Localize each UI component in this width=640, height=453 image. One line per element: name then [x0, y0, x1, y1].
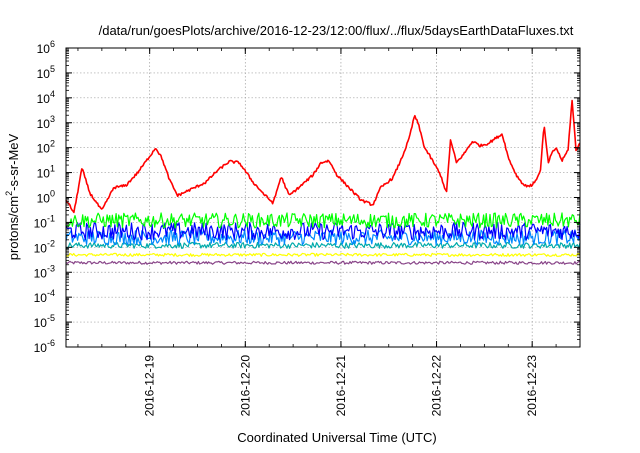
x-axis-label: Coordinated Universal Time (UTC): [237, 430, 436, 445]
y-axis-label-rest: -s-sr-MeV: [6, 133, 21, 190]
x-tick-label: 2016-12-19: [143, 355, 157, 417]
y-tick-exponent: 3: [50, 114, 55, 124]
y-tick-base: 10: [34, 291, 48, 305]
y-tick-exponent: 4: [50, 89, 55, 99]
y-tick-label: 10-3: [34, 263, 55, 280]
series-line: [65, 221, 581, 241]
series-line: [65, 99, 581, 214]
y-tick-label: 105: [37, 64, 55, 81]
series-line: [65, 212, 581, 229]
y-tick-exponent: -5: [47, 313, 55, 323]
y-tick-exponent: 0: [50, 189, 55, 199]
grid-lines: [66, 47, 580, 348]
y-tick-base: 10: [34, 341, 48, 355]
x-tick-label: 2016-12-23: [525, 355, 539, 417]
y-tick-label: 10-5: [34, 313, 55, 330]
y-tick-exponent: -1: [47, 213, 55, 223]
y-axis-label: protons/cm2-s-sr-MeV: [4, 133, 21, 260]
chart-title: /data/run/goesPlots/archive/2016-12-23/1…: [99, 23, 574, 38]
y-tick-base: 10: [37, 142, 51, 156]
y-tick-label: 10-1: [34, 213, 55, 230]
y-tick-label: 10-2: [34, 238, 55, 255]
y-tick-exponent: -3: [47, 263, 55, 273]
series-line: [65, 252, 581, 257]
y-tick-label: 10-6: [34, 338, 55, 355]
y-tick-base: 10: [34, 266, 48, 280]
y-tick-exponent: 6: [50, 39, 55, 49]
y-tick-exponent: -4: [47, 288, 55, 298]
y-tick-exponent: 2: [50, 139, 55, 149]
x-tick-label: 2016-12-20: [238, 355, 252, 417]
y-tick-label: 103: [37, 114, 55, 131]
y-tick-label: 106: [37, 39, 55, 56]
y-tick-label: 100: [37, 189, 55, 206]
x-tick-labels: 2016-12-19 2016-12-20 2016-12-21 2016-12-22…: [143, 355, 540, 417]
y-tick-label: 10-4: [34, 288, 55, 305]
axis-ticks: [66, 47, 581, 348]
x-tick-label: 2016-12-21: [334, 355, 348, 417]
y-tick-base: 10: [37, 117, 51, 131]
y-tick-base: 10: [37, 167, 51, 181]
y-tick-base: 10: [37, 192, 51, 206]
y-tick-base: 10: [34, 316, 48, 330]
series-line: [65, 260, 581, 265]
x-tick-label: 2016-12-22: [430, 355, 444, 417]
y-tick-base: 10: [37, 67, 51, 81]
y-tick-label: 104: [37, 89, 55, 106]
y-tick-label: 101: [37, 164, 55, 181]
y-tick-labels: 10-610-510-410-310-210-11001011021031041…: [34, 39, 55, 355]
y-tick-base: 10: [37, 92, 51, 106]
y-tick-label: 102: [37, 139, 55, 156]
y-tick-exponent: 1: [50, 164, 55, 174]
y-tick-exponent: 5: [50, 64, 55, 74]
y-tick-exponent: -2: [47, 238, 55, 248]
y-axis-label-base: protons/cm: [6, 196, 21, 260]
y-tick-base: 10: [34, 241, 48, 255]
data-series: [65, 99, 581, 265]
y-tick-exponent: -6: [47, 338, 55, 348]
y-tick-base: 10: [34, 216, 48, 230]
y-axis-label-sup: 2: [4, 191, 14, 196]
y-tick-base: 10: [37, 42, 51, 56]
